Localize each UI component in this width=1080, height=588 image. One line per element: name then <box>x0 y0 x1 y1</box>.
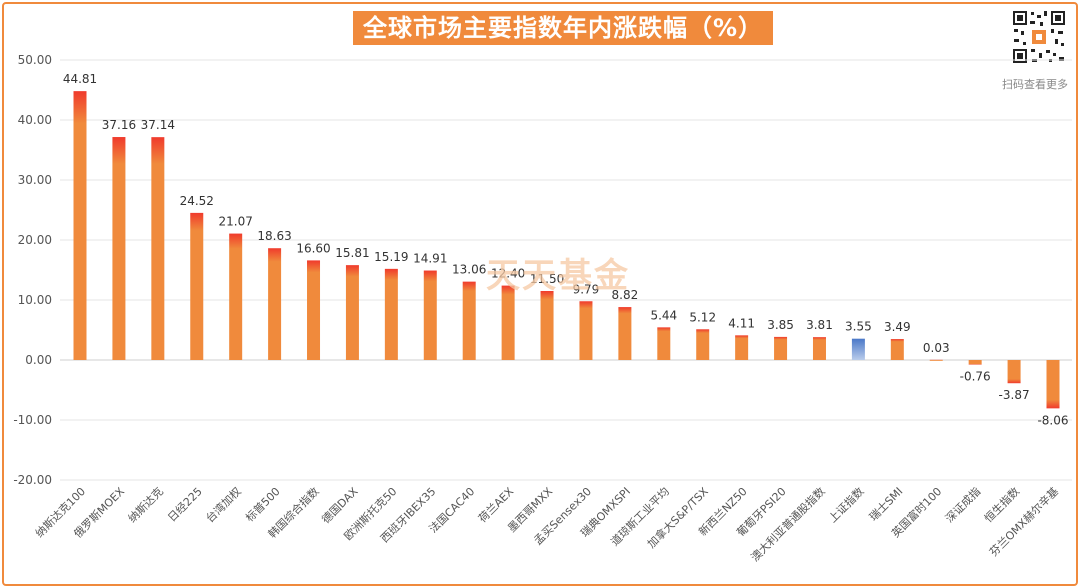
y-tick-label: 50.00 <box>18 53 52 67</box>
bar <box>579 301 593 360</box>
bar <box>423 270 437 360</box>
data-label: -8.06 <box>1037 413 1068 427</box>
y-tick-label: 10.00 <box>18 293 52 307</box>
data-label: 24.52 <box>180 194 214 208</box>
bar <box>812 337 826 360</box>
watermark-text: 天天基金 <box>486 256 630 296</box>
category-label: 芬兰OMX赫尔辛基 <box>986 484 1061 559</box>
bar <box>1046 360 1060 409</box>
bar <box>890 339 904 360</box>
bar <box>229 233 243 360</box>
data-label: 3.81 <box>806 318 833 332</box>
bar <box>929 359 943 361</box>
data-label: 21.07 <box>219 215 253 229</box>
data-label: 15.81 <box>335 246 369 260</box>
category-label: 纳斯达克 <box>126 485 166 525</box>
bar <box>112 137 126 360</box>
data-label: 18.63 <box>257 229 291 243</box>
y-tick-label: -20.00 <box>13 473 52 487</box>
data-label: 13.06 <box>452 263 486 277</box>
chart-title: 全球市场主要指数年内涨跌幅（%） <box>353 11 773 45</box>
category-label: 瑞士SMI <box>866 484 905 523</box>
data-label: 12.40 <box>491 267 525 281</box>
bar <box>268 248 282 360</box>
y-tick-label: 20.00 <box>18 233 52 247</box>
data-label: 3.85 <box>767 318 794 332</box>
bar <box>307 260 321 360</box>
category-label: 上证指数 <box>826 484 867 525</box>
data-label: 3.49 <box>884 320 911 334</box>
data-label: 9.79 <box>573 282 600 296</box>
bar <box>190 212 204 360</box>
y-tick-label: 40.00 <box>18 113 52 127</box>
bar <box>345 265 359 360</box>
y-tick-label: -10.00 <box>13 413 52 427</box>
data-label: -0.76 <box>960 370 991 384</box>
data-label: -3.87 <box>999 388 1030 402</box>
bar <box>657 327 671 360</box>
data-label: 5.12 <box>689 310 716 324</box>
y-tick-label: 30.00 <box>18 173 52 187</box>
category-label: 深证成指 <box>942 484 983 525</box>
category-label: 日经225 <box>165 485 205 525</box>
data-label: 11.50 <box>530 272 564 286</box>
bar <box>774 336 788 360</box>
data-label: 37.16 <box>102 118 136 132</box>
category-label: 澳大利亚普通股指数 <box>748 484 828 564</box>
category-label: 恒生指数 <box>981 484 1022 525</box>
qr-caption: 扫码查看更多 <box>1002 78 1068 91</box>
bar <box>540 291 554 360</box>
bar <box>1007 360 1021 384</box>
data-label: 3.55 <box>845 320 872 334</box>
category-label: 台湾加权 <box>203 484 244 525</box>
bar <box>968 360 982 365</box>
bar <box>384 268 398 360</box>
bar <box>618 307 632 360</box>
bar <box>851 338 865 360</box>
bar <box>696 329 710 360</box>
bar <box>501 285 515 360</box>
data-label: 16.60 <box>296 241 330 255</box>
data-label: 44.81 <box>63 72 97 86</box>
data-label: 0.03 <box>923 341 950 355</box>
data-label: 8.82 <box>612 288 639 302</box>
data-label: 4.11 <box>728 316 755 330</box>
y-tick-label: 0.00 <box>25 353 52 367</box>
bar <box>462 281 476 360</box>
category-label: 标普500 <box>242 484 282 524</box>
qr-code-icon[interactable] <box>1011 9 1067 65</box>
bar <box>151 137 165 360</box>
data-label: 5.44 <box>650 308 677 322</box>
data-label: 15.19 <box>374 250 408 264</box>
data-label: 37.14 <box>141 118 175 132</box>
data-label: 14.91 <box>413 252 447 266</box>
bar <box>73 91 87 360</box>
bar <box>735 335 749 360</box>
